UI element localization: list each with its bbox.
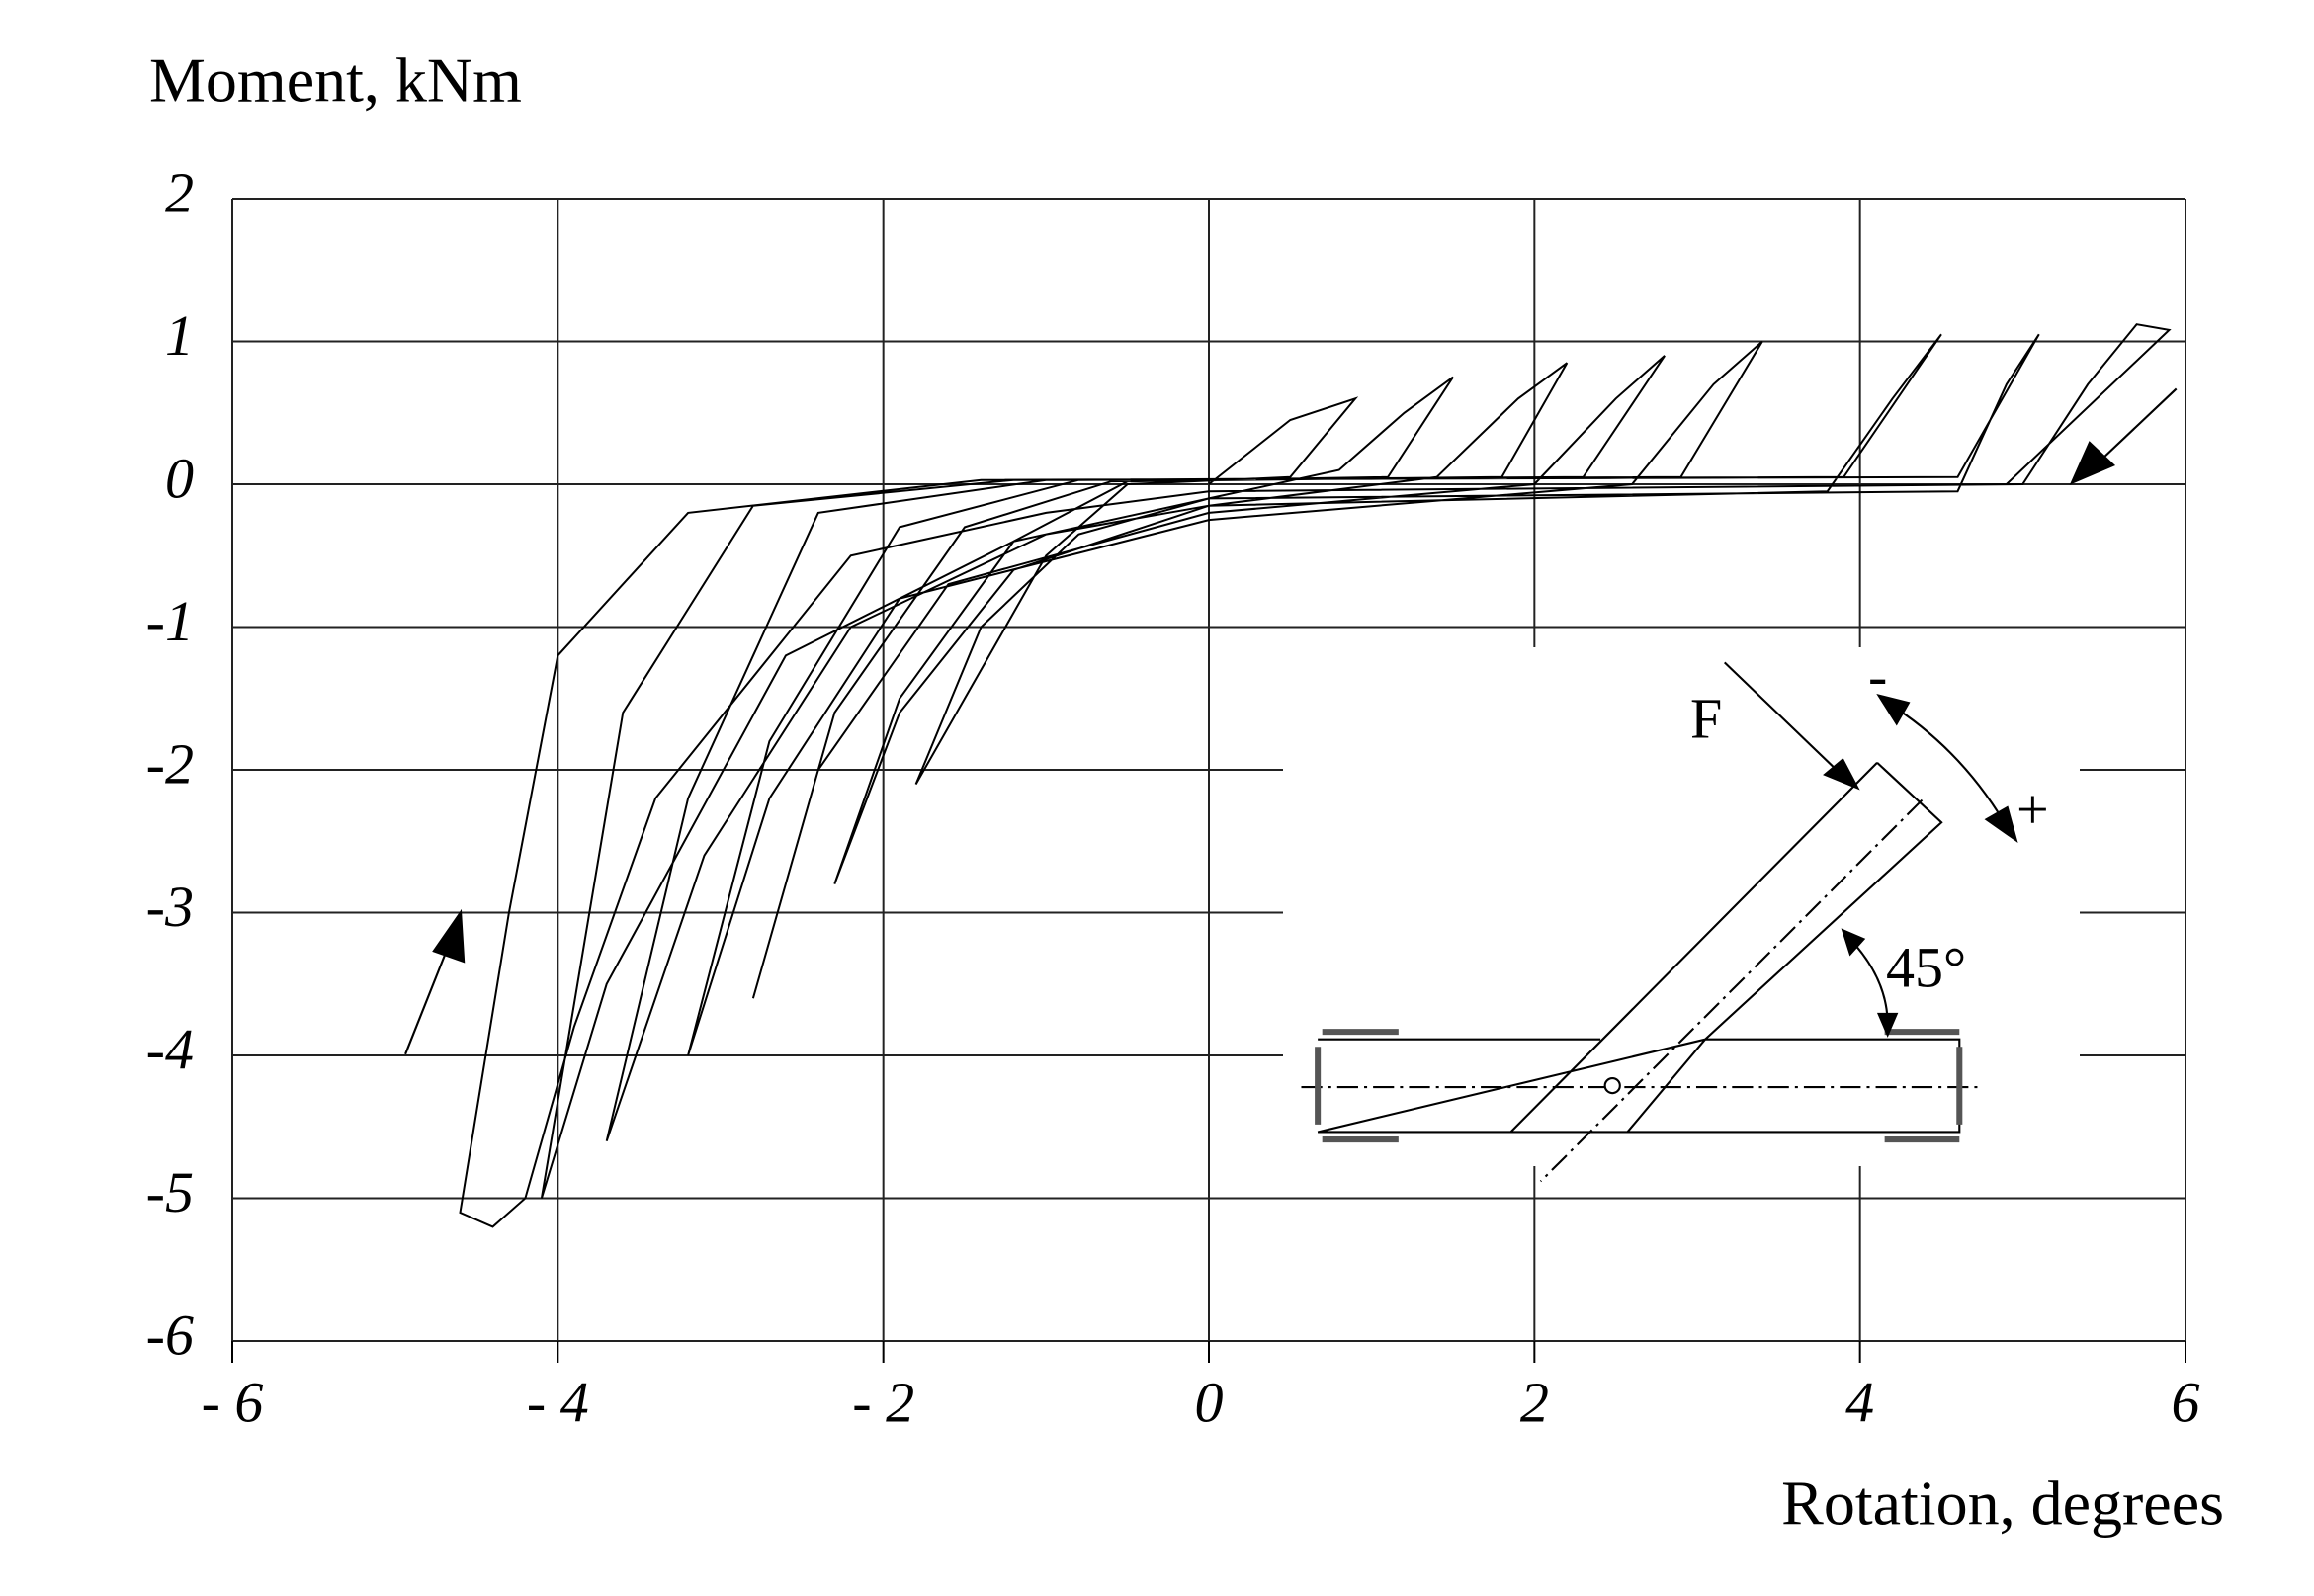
x-tick-label: - 4 xyxy=(527,1370,589,1434)
force-line xyxy=(1723,661,1841,775)
arrow-line xyxy=(404,944,450,1055)
plot xyxy=(459,323,2172,1228)
annotation: 45° xyxy=(1886,935,1966,999)
rotation-arc xyxy=(1887,702,2006,823)
hysteresis-line xyxy=(459,323,2172,1228)
inset-background xyxy=(1283,647,2080,1166)
pin xyxy=(1603,1076,1621,1095)
annotation: - xyxy=(1868,643,1887,708)
arrow-head xyxy=(432,908,466,964)
force-head xyxy=(1823,758,1860,791)
x-axis-label: Rotation, degrees xyxy=(1781,1469,2224,1539)
x-tick-label: - 6 xyxy=(202,1370,264,1434)
annotation: F xyxy=(1690,686,1722,750)
center-lines xyxy=(1301,798,1978,1183)
y-tick-label: -4 xyxy=(146,1017,194,1081)
y-tick-label: 1 xyxy=(165,303,194,368)
y-tick-label: 2 xyxy=(165,160,194,224)
arrow-head xyxy=(2069,441,2116,485)
rotation-heads xyxy=(1876,693,2018,843)
arrow-line xyxy=(2093,387,2178,467)
y-axis-label: Moment, kNm xyxy=(149,45,522,116)
x-tick-label: 0 xyxy=(1195,1370,1224,1434)
y-tick-label: 0 xyxy=(165,446,194,510)
annotation: + xyxy=(2016,777,2049,841)
x-tick-label: 2 xyxy=(1520,1370,1549,1434)
inset-diagram xyxy=(404,387,2178,1183)
angle-heads xyxy=(1841,928,1899,1038)
y-tick-label: -3 xyxy=(146,875,194,939)
x-tick-label: 6 xyxy=(2172,1370,2200,1434)
y-tick-label: -2 xyxy=(146,731,194,796)
y-tick-label: -1 xyxy=(146,589,194,653)
x-tick-label: - 2 xyxy=(852,1370,914,1434)
joint-outline xyxy=(1317,761,1961,1134)
x-tick-label: 4 xyxy=(1845,1370,1874,1434)
y-tick-label: -5 xyxy=(146,1160,194,1224)
supports xyxy=(1315,1029,1963,1143)
y-tick-label: -6 xyxy=(146,1302,194,1367)
